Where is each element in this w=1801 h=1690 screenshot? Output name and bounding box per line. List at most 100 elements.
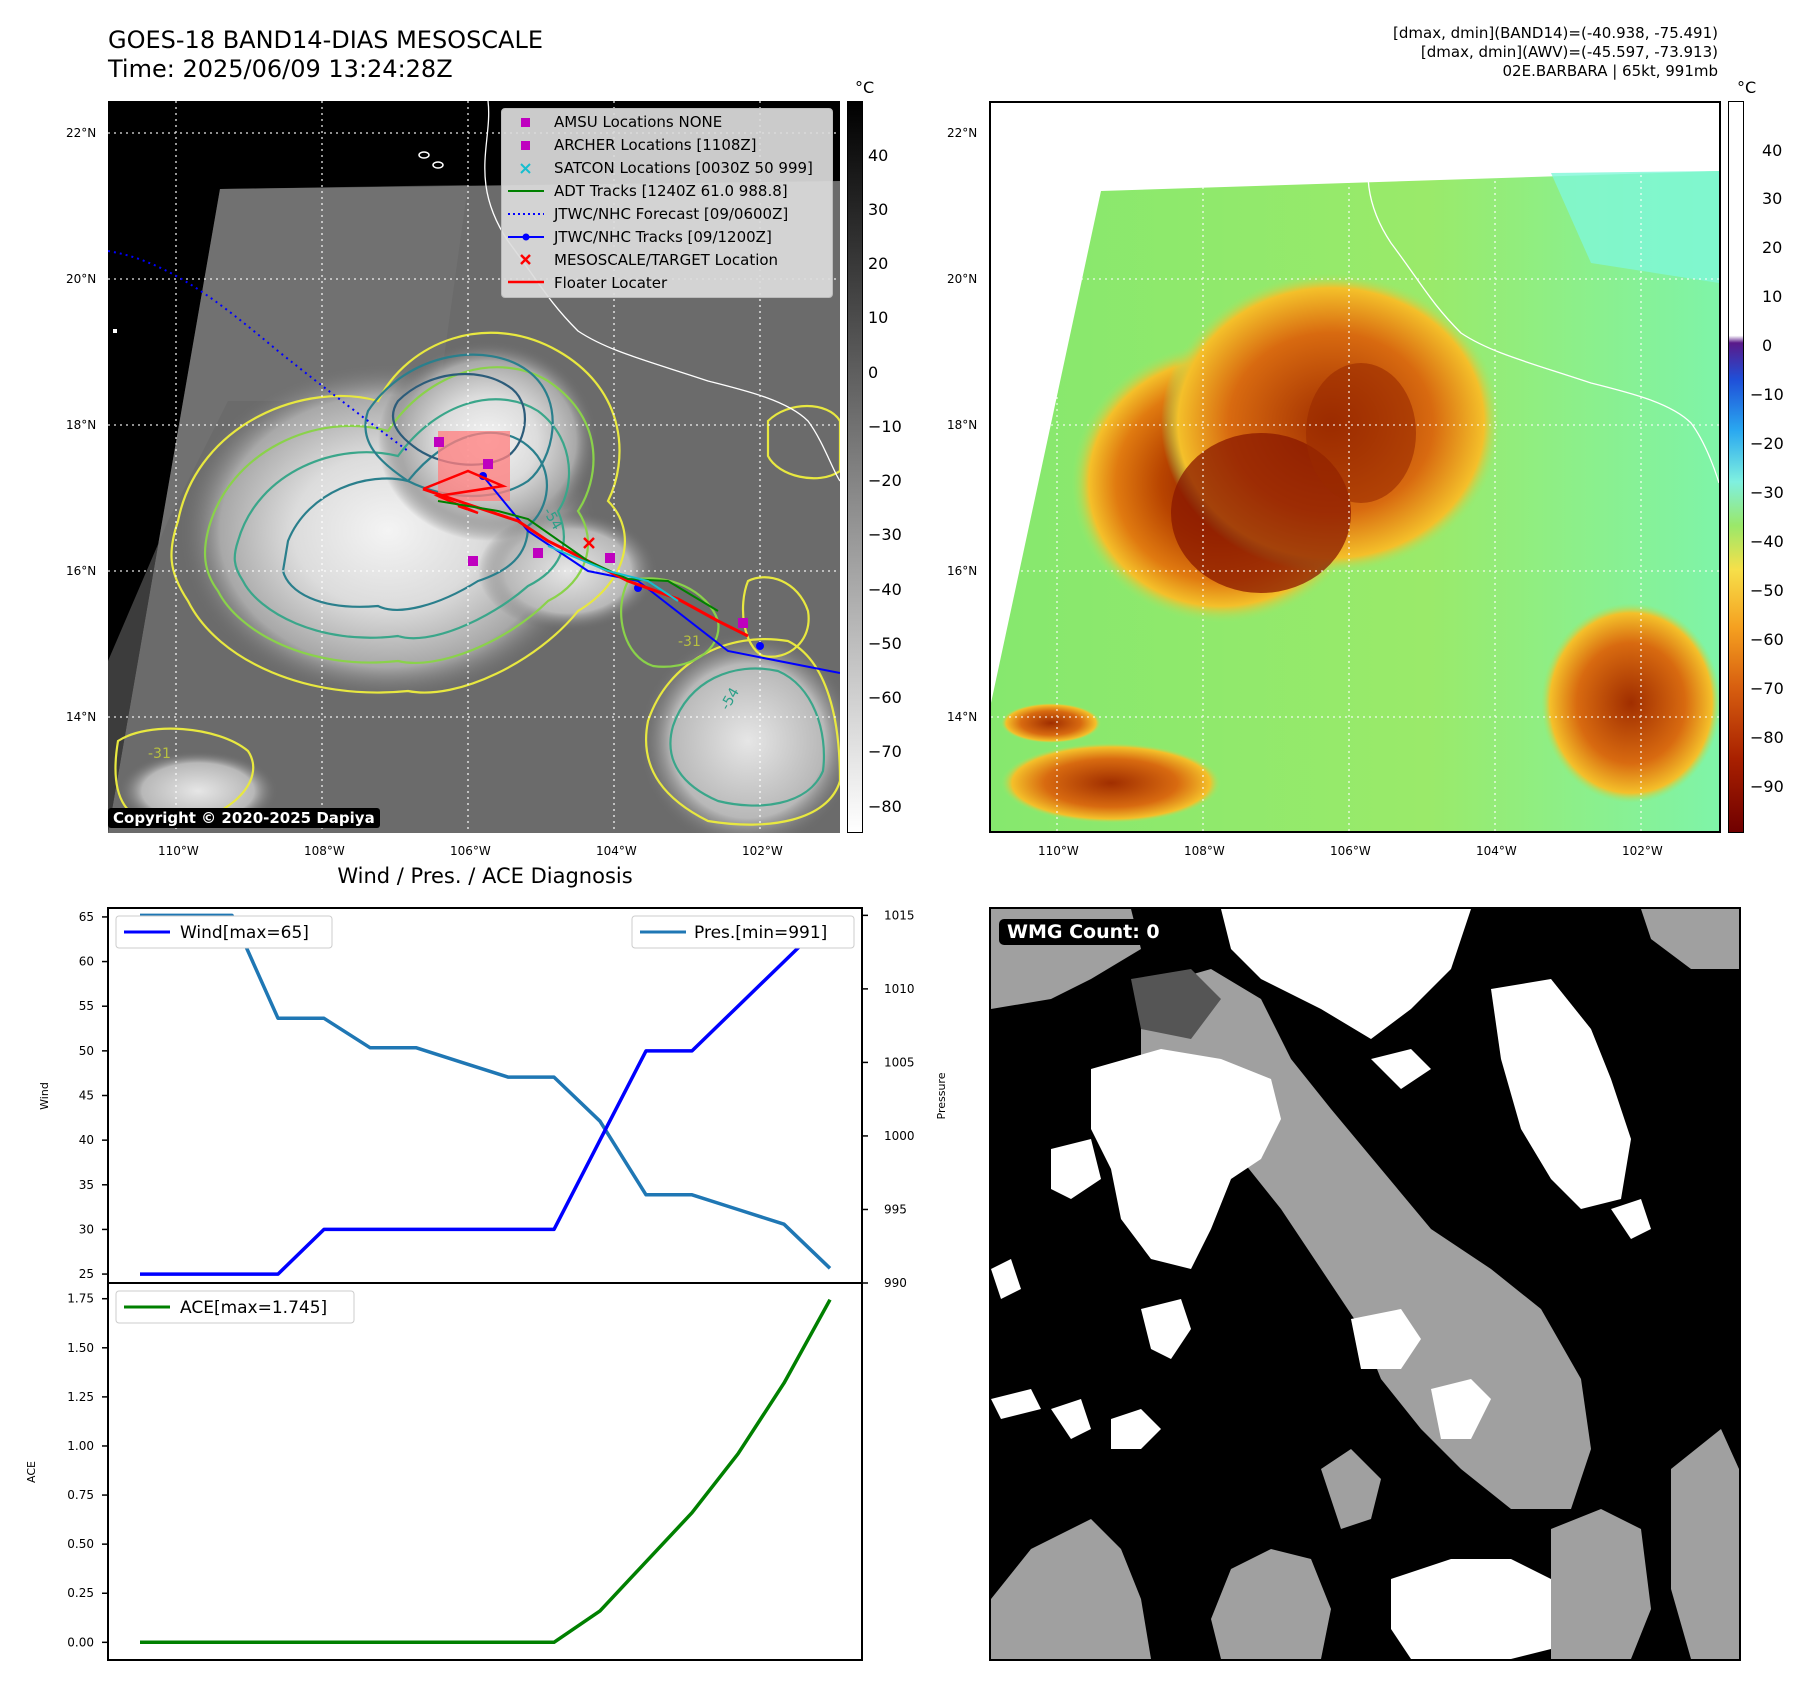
- wind-axis-label: Wind: [38, 1082, 51, 1110]
- wind-yticks: 25 30 35 40 45 50 55 60 65: [79, 910, 108, 1281]
- right-cb-tick: −40: [1750, 532, 1784, 551]
- lat-label: 14°N: [947, 710, 978, 724]
- wind-series-line: [140, 915, 832, 1276]
- left-cb-tick: −50: [868, 634, 902, 653]
- right-cb-tick: −20: [1750, 434, 1784, 453]
- left-cb-tick: −10: [868, 417, 902, 436]
- left-cb-tick: 40: [868, 146, 889, 165]
- ace-legend: ACE[max=1.745]: [115, 1290, 355, 1324]
- wmg-canvas: [991, 909, 1739, 1659]
- target-x-marker: [583, 537, 595, 549]
- awv-map-canvas: [991, 102, 1721, 831]
- lat-label: 18°N: [947, 418, 978, 432]
- pressure-legend-label: Pres.[min=991]: [694, 923, 827, 943]
- wind-tick-label: 25: [79, 1267, 94, 1281]
- wind-tick-label: 30: [79, 1222, 94, 1236]
- right-cb-tick: 40: [1762, 141, 1783, 160]
- right-colorbar-unit: °C: [1737, 78, 1757, 97]
- pressure-tick-label: 1000: [884, 1129, 915, 1143]
- lon-label: 104°W: [596, 844, 637, 858]
- right-cb-tick: 10: [1762, 287, 1783, 306]
- wind-pres-axes: [107, 907, 863, 1284]
- ace-tick-label: 0.50: [67, 1537, 94, 1551]
- pressure-legend: Pres.[min=991]: [631, 915, 855, 949]
- info-band14-range: [dmax, dmin](BAND14)=(-40.938, -75.491): [1393, 24, 1718, 42]
- lon-label: 110°W: [158, 844, 199, 858]
- wind-tick-label: 50: [79, 1044, 94, 1058]
- legend-nhc-tracks: JTWC/NHC Tracks [09/1200Z]: [554, 228, 772, 246]
- right-cb-tick: −70: [1750, 679, 1784, 698]
- ace-tick-label: 1.00: [67, 1439, 94, 1453]
- wmg-panel: [989, 907, 1741, 1661]
- archer-markers: [434, 437, 748, 628]
- ace-tick-label: 0.00: [67, 1635, 94, 1649]
- lat-label: 20°N: [947, 272, 978, 286]
- info-awv-range: [dmax, dmin](AWV)=(-45.597, -73.913): [1420, 43, 1718, 61]
- left-colorbar: [847, 101, 863, 833]
- right-cb-tick: −90: [1750, 777, 1784, 796]
- wind-tick-label: 40: [79, 1133, 94, 1147]
- figure-title-line1: GOES-18 BAND14-DIAS MESOSCALE: [108, 26, 544, 54]
- pressure-tick-label: 1010: [884, 982, 915, 996]
- left-colorbar-unit: °C: [855, 78, 875, 97]
- legend-target: MESOSCALE/TARGET Location: [554, 251, 779, 269]
- right-cb-tick: −10: [1750, 385, 1784, 404]
- info-storm: 02E.BARBARA | 65kt, 991mb: [1502, 62, 1718, 80]
- series-lines: [140, 913, 832, 1645]
- lat-label: 16°N: [947, 564, 978, 578]
- wind-legend-label: Wind[max=65]: [180, 923, 309, 943]
- wind-tick-label: 35: [79, 1178, 94, 1192]
- ace-legend-label: ACE[max=1.745]: [180, 1298, 327, 1318]
- wmg-white-regions: [991, 909, 1651, 1659]
- right-colorbar: [1728, 101, 1744, 833]
- left-cb-tick: 30: [868, 200, 889, 219]
- pressure-tick-label: 995: [884, 1202, 907, 1216]
- pressure-tick-label: 1015: [884, 908, 915, 922]
- ace-series-line: [140, 1298, 832, 1645]
- contour-label-31a: -31: [148, 746, 171, 762]
- left-cb-tick: −80: [868, 797, 902, 816]
- awv-gridlines: [991, 103, 1719, 831]
- coastline: [484, 100, 841, 482]
- pressure-series-line: [140, 913, 832, 1270]
- wind-tick-label: 60: [79, 955, 94, 969]
- left-cb-tick: 0: [868, 363, 879, 382]
- pressure-tick-label: 990: [884, 1276, 907, 1290]
- pressure-axis-label: Pressure: [935, 1072, 948, 1119]
- figure-title-line2: Time: 2025/06/09 13:24:28Z: [108, 55, 453, 83]
- right-cb-tick: 20: [1762, 238, 1783, 257]
- wmg-dark-gray-regions: [1131, 969, 1221, 1039]
- left-cb-tick: −70: [868, 742, 902, 761]
- lon-label: 102°W: [742, 844, 783, 858]
- lon-label: 108°W: [304, 844, 345, 858]
- forecast-track: [107, 250, 409, 452]
- left-cb-tick: −60: [868, 688, 902, 707]
- lon-label: 110°W: [1038, 844, 1079, 858]
- diagnosis-title: Wind / Pres. / ACE Diagnosis: [337, 864, 633, 888]
- right-cb-tick: −80: [1750, 728, 1784, 747]
- wind-legend: Wind[max=65]: [115, 915, 333, 949]
- left-cb-tick: −40: [868, 580, 902, 599]
- legend-forecast: JTWC/NHC Forecast [09/0600Z]: [554, 205, 789, 223]
- right-cb-tick: 0: [1762, 336, 1773, 355]
- legend-satcon: SATCON Locations [0030Z 50 999]: [554, 159, 813, 177]
- awv-se-band: [1541, 603, 1721, 803]
- pressure-tick-label: 1005: [884, 1055, 915, 1069]
- se-cloud-mass: [638, 631, 858, 851]
- wind-tick-label: 45: [79, 1089, 94, 1103]
- ace-tick-label: 1.50: [67, 1341, 94, 1355]
- ace-tick-label: 1.25: [67, 1390, 94, 1404]
- pressure-yticks: 990 995 1000 1005 1010 1015: [862, 908, 915, 1290]
- right-colorbar-ticks: 40 30 20 10 0 −10 −20 −30 −40 −50 −60 −7…: [1750, 101, 1801, 833]
- lon-label: 104°W: [1476, 844, 1517, 858]
- ace-tick-label: 0.25: [67, 1586, 94, 1600]
- left-cb-tick: −20: [868, 471, 902, 490]
- right-cb-tick: 30: [1762, 189, 1783, 208]
- lat-label: 16°N: [66, 564, 97, 578]
- legend-floater: Floater Locater: [554, 274, 668, 292]
- wmg-count-badge: WMG Count: 0: [999, 919, 1168, 945]
- info-block: [dmax, dmin](BAND14)=(-40.938, -75.491) …: [1393, 24, 1718, 81]
- right-cb-tick: −30: [1750, 483, 1784, 502]
- legend-amsu: AMSU Locations NONE: [554, 113, 723, 131]
- lon-label: 102°W: [1622, 844, 1663, 858]
